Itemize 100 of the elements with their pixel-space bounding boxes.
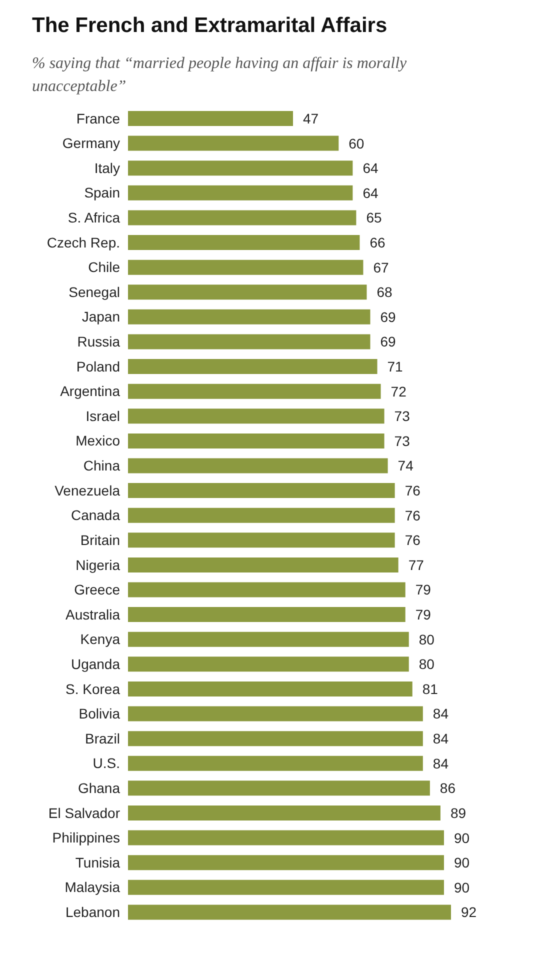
- bar: [128, 532, 395, 548]
- bar: [128, 904, 451, 920]
- data-label: 74: [398, 458, 414, 474]
- data-label: 90: [454, 854, 470, 871]
- bar: [128, 706, 423, 722]
- y-tick-label: Poland: [76, 358, 120, 374]
- bar: [128, 607, 406, 622]
- y-tick-label: Mexico: [76, 432, 120, 449]
- y-tick-label: Malaysia: [64, 879, 120, 896]
- data-label: 72: [390, 383, 407, 400]
- bar: [128, 359, 378, 374]
- bar: [128, 334, 370, 350]
- bar: [128, 632, 409, 647]
- y-tick-label: Brazil: [84, 730, 120, 746]
- y-tick-label: Uganda: [70, 656, 120, 672]
- y-tick-label: Lebanon: [65, 904, 120, 920]
- chart-subtitle: % saying that “married people having an affair is morally unacceptable”: [31, 54, 408, 97]
- y-tick-label: Chile: [88, 259, 120, 276]
- y-tick-label: Australia: [66, 606, 120, 622]
- y-tick-label: Israel: [86, 408, 120, 424]
- y-tick-label: Senegal: [68, 284, 120, 300]
- data-label: 76: [404, 532, 421, 548]
- bar: [128, 284, 367, 300]
- data-label: 80: [418, 656, 435, 672]
- bar: [128, 309, 370, 324]
- y-tick-label: Czech Rep.: [46, 234, 120, 250]
- y-tick-label: Japan: [82, 308, 120, 325]
- bar: [128, 855, 444, 870]
- data-label: 66: [370, 234, 386, 250]
- y-tick-label: France: [76, 110, 120, 126]
- bar: [128, 111, 294, 126]
- bar: [128, 433, 384, 448]
- data-label: 84: [432, 755, 449, 772]
- bar: [128, 235, 360, 250]
- y-tick-label: Philippines: [52, 830, 120, 846]
- data-label: 60: [348, 135, 364, 152]
- y-tick-label: Greece: [74, 582, 120, 598]
- data-label: 80: [418, 631, 435, 648]
- data-label: 89: [450, 804, 466, 821]
- y-tick-label: Ghana: [78, 780, 120, 796]
- y-tick-label: U.S.: [92, 755, 120, 772]
- data-label: 47: [303, 110, 319, 126]
- bar: [128, 408, 384, 424]
- data-label: 90: [454, 879, 470, 896]
- y-tick-label: Russia: [77, 334, 120, 350]
- data-label: 92: [461, 904, 477, 920]
- bar: [128, 780, 430, 796]
- bar: [128, 756, 423, 771]
- bar: [128, 210, 356, 226]
- bar: [128, 185, 353, 200]
- bar: [128, 880, 444, 895]
- y-tick-label: Canada: [70, 507, 120, 524]
- bar: [128, 805, 440, 820]
- data-label: 65: [366, 210, 382, 226]
- y-tick-label: S. Africa: [68, 210, 120, 226]
- data-label: 69: [380, 308, 396, 325]
- y-tick-label: Bolivia: [78, 706, 120, 722]
- data-label: 73: [394, 432, 410, 449]
- bar: [128, 483, 395, 498]
- data-label: 86: [440, 780, 456, 796]
- data-label: 64: [362, 160, 378, 176]
- data-label: 68: [376, 284, 393, 300]
- bar: [128, 830, 444, 846]
- data-label: 71: [387, 358, 404, 374]
- y-tick-label: Italy: [94, 160, 120, 176]
- data-label: 76: [404, 482, 421, 499]
- data-label: 84: [432, 730, 449, 747]
- y-tick-label: Britain: [80, 532, 120, 548]
- y-tick-label: Venezuela: [54, 482, 120, 498]
- data-label: 84: [432, 706, 449, 722]
- bar: [128, 260, 364, 275]
- bar: [128, 384, 381, 399]
- y-tick-label: El Salvador: [48, 804, 120, 821]
- data-label: 77: [408, 556, 424, 573]
- bar: [128, 656, 409, 672]
- data-label: 76: [404, 507, 421, 524]
- data-label: 69: [380, 334, 396, 350]
- data-label: 81: [422, 680, 438, 697]
- bar: [128, 681, 412, 696]
- y-tick-label: S. Korea: [66, 680, 120, 697]
- bar: [128, 557, 398, 572]
- chart-title: The French and Extramarital Affairs: [31, 13, 388, 38]
- bar: [128, 582, 406, 598]
- y-tick-label: Tunisia: [75, 854, 120, 870]
- bar: [128, 508, 395, 523]
- bar: [128, 136, 339, 151]
- bar: [128, 731, 423, 746]
- data-label: 90: [454, 830, 470, 846]
- bar: [128, 458, 388, 474]
- y-tick-label: Kenya: [80, 631, 120, 648]
- y-tick-label: Spain: [84, 184, 120, 201]
- y-tick-label: Nigeria: [76, 556, 120, 573]
- data-label: 73: [394, 408, 410, 424]
- y-tick-label: China: [83, 458, 120, 474]
- data-label: 79: [415, 582, 432, 598]
- data-label: 67: [373, 259, 390, 276]
- data-label: 79: [415, 606, 432, 623]
- y-tick-label: Germany: [62, 135, 120, 152]
- bar: [128, 160, 353, 176]
- y-tick-label: Argentina: [60, 383, 120, 400]
